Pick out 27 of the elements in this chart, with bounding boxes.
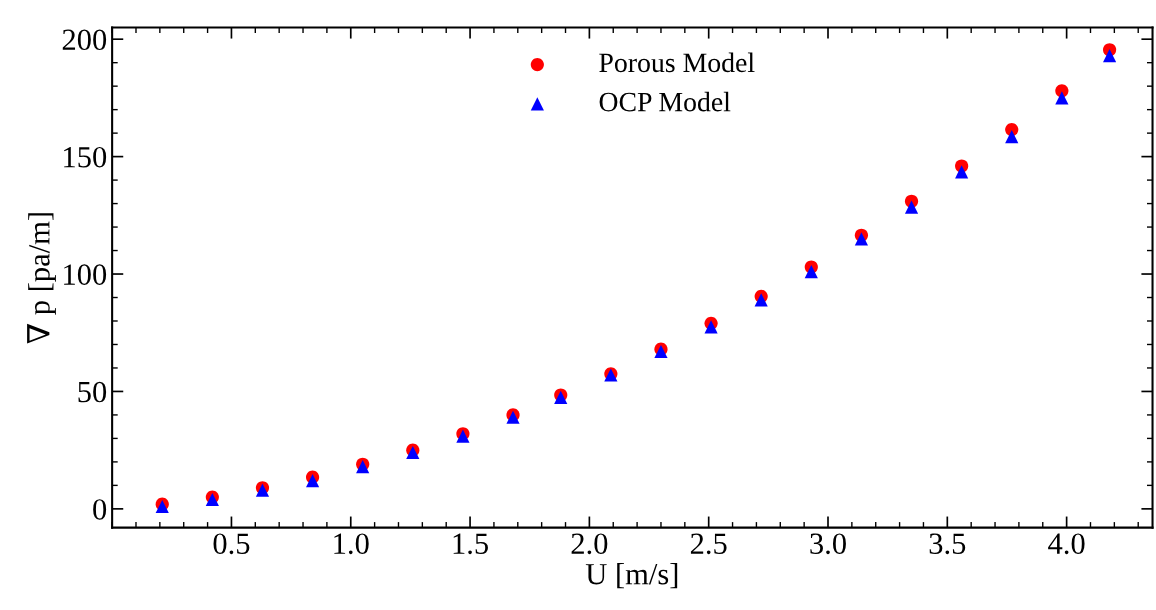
legend-label: OCP Model xyxy=(599,91,731,112)
x-tick-label: 1.5 xyxy=(453,533,488,555)
point xyxy=(1055,91,1069,105)
x-tick-label: 2.5 xyxy=(690,533,727,555)
x-tick-label: 1.0 xyxy=(334,533,369,555)
y-tick-label: 50 xyxy=(78,381,107,403)
x-tick-label: 4.0 xyxy=(1048,533,1085,555)
x-tick-label: 3.0 xyxy=(810,533,846,555)
y-axis-title: ∇ p [pa/m] xyxy=(27,213,56,344)
legend-label: Porous Model xyxy=(599,52,755,73)
point xyxy=(1005,130,1019,144)
x-axis-title: U [m/s] xyxy=(585,563,678,589)
x-tick-label: 0.5 xyxy=(213,533,250,555)
point xyxy=(904,200,919,214)
y-tick-label: 200 xyxy=(62,29,107,51)
y-tick-label: 100 xyxy=(64,264,107,285)
point xyxy=(754,293,768,307)
y-tick-label: 150 xyxy=(64,146,107,168)
point xyxy=(704,320,718,334)
y-tick-label: 0 xyxy=(93,499,107,520)
point xyxy=(305,474,320,488)
point xyxy=(955,165,969,179)
point xyxy=(1102,49,1117,63)
x-tick-label: 2.0 xyxy=(571,533,608,555)
x-tick-label: 3.5 xyxy=(929,533,966,555)
point xyxy=(804,265,818,279)
point xyxy=(854,232,868,246)
